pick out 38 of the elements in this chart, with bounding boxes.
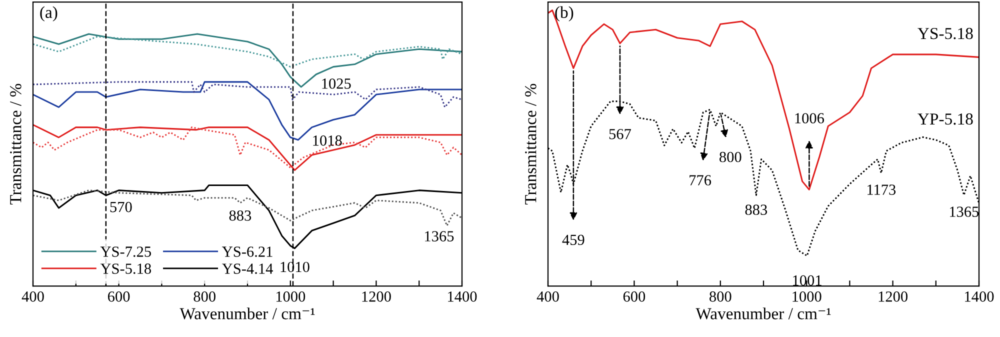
chart-title: (a) — [40, 6, 58, 22]
annotation: 567 — [609, 128, 631, 140]
annotation: 1001 — [793, 275, 822, 286]
x-tick-label: 1000 — [792, 291, 822, 302]
x-tick-label: 800 — [194, 291, 216, 302]
annotation: 1006 — [795, 113, 824, 124]
annotation: 1025 — [322, 78, 351, 89]
series-label: YP-5.18 — [918, 113, 973, 125]
annotation: 883 — [229, 210, 252, 221]
annotation: 570 — [110, 202, 132, 212]
chart-title: (b) — [555, 6, 574, 22]
legend-label: YS-4.14 — [222, 264, 273, 274]
x-tick-label: 1200 — [362, 291, 391, 302]
x-tick-label: 1200 — [878, 291, 908, 302]
y-axis-title: Transmittance / % — [525, 84, 536, 205]
annotation: 776 — [690, 175, 712, 186]
y-axis-title: Transmittance / % — [10, 84, 22, 205]
x-tick-label: 400 — [536, 291, 559, 302]
annotation: 800 — [720, 152, 742, 162]
annotation: 1018 — [313, 135, 342, 146]
x-axis-title: Wavenumber / cm⁻¹ — [180, 308, 315, 320]
x-tick-label: 1000 — [276, 291, 306, 302]
x-tick-label: 600 — [623, 291, 646, 302]
annotation: 459 — [562, 234, 584, 246]
x-tick-label: 600 — [108, 291, 130, 302]
legend-label: YS-7.25 — [100, 246, 151, 257]
legend-label: YS-5.18 — [100, 264, 151, 274]
series-label: YS-5.18 — [918, 28, 973, 40]
x-tick-label: 1400 — [965, 291, 994, 302]
annotation: 883 — [745, 204, 768, 215]
x-tick-label: 800 — [710, 291, 732, 302]
x-tick-label: 1400 — [448, 291, 477, 302]
legend-label: YS-6.21 — [222, 246, 272, 257]
annotation: 1365 — [950, 206, 979, 217]
x-axis-title: Wavenumber / cm⁻¹ — [696, 308, 831, 320]
x-tick-label: 400 — [22, 291, 44, 302]
annotation: 1173 — [868, 184, 896, 195]
annotation: 1365 — [425, 231, 454, 242]
